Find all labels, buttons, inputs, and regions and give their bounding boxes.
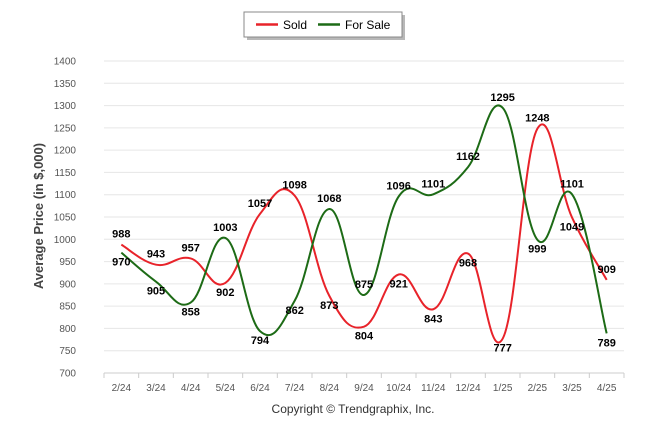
data-label: 804 [355, 331, 374, 343]
data-label: 873 [320, 300, 338, 312]
x-tick-label: 2/24 [112, 383, 132, 394]
data-label: 777 [493, 343, 511, 355]
data-label: 1068 [317, 193, 341, 205]
legend: Sold For Sale [243, 11, 405, 40]
y-tick-label: 750 [59, 346, 76, 357]
y-tick-label: 1300 [54, 101, 77, 112]
data-label: 988 [112, 229, 130, 241]
data-label: 902 [216, 287, 234, 299]
x-axis-ticks: 2/24 3/24 4/24 5/24 6/24 7/24 8/24 9/24 10/24 11/… [103, 373, 625, 394]
y-tick-label: 700 [59, 369, 76, 380]
data-labels: 988 943 957 902 1057 1098 873 804 921 843 968 777 12… [112, 92, 616, 355]
data-label: 1101 [421, 178, 445, 190]
y-tick-label: 800 [59, 324, 76, 335]
x-tick-label: 11/24 [421, 383, 446, 394]
data-label: 1162 [456, 151, 480, 163]
y-tick-label: 1100 [54, 190, 76, 201]
data-label: 1049 [560, 221, 584, 233]
y-axis-ticks: 700 750 800 850 900 950 1000 1050 1100 1150 1200 12… [54, 57, 77, 380]
x-tick-label: 12/24 [455, 383, 480, 394]
x-tick-label: 3/25 [562, 383, 582, 394]
y-tick-label: 1400 [54, 57, 77, 68]
y-tick-label: 1050 [54, 213, 77, 224]
y-tick-label: 1200 [54, 146, 77, 157]
y-tick-label: 1350 [54, 79, 77, 90]
data-label: 1057 [248, 198, 272, 210]
x-tick-label: 10/24 [386, 383, 411, 394]
y-tick-label: 1150 [54, 168, 76, 179]
y-tick-label: 950 [59, 257, 76, 268]
x-tick-label: 7/24 [285, 383, 305, 394]
data-label: 905 [147, 286, 165, 298]
data-label: 789 [597, 337, 615, 349]
data-label: 909 [597, 264, 615, 276]
y-tick-label: 1000 [54, 235, 77, 246]
y-tick-label: 850 [59, 302, 76, 313]
x-tick-label: 4/24 [181, 383, 201, 394]
data-label: 875 [355, 279, 373, 291]
data-label: 1096 [386, 180, 410, 192]
x-tick-label: 5/24 [216, 383, 236, 394]
x-tick-label: 6/24 [250, 383, 270, 394]
data-label: 970 [112, 257, 130, 269]
y-tick-label: 900 [59, 279, 76, 290]
data-label: 1098 [282, 180, 306, 192]
copyright-footer: Copyright © Trendgraphix, Inc. [272, 402, 435, 416]
data-label: 1295 [490, 92, 514, 104]
y-tick-label: 1250 [54, 123, 77, 134]
data-label: 921 [389, 278, 407, 290]
data-label: 843 [424, 313, 442, 325]
series-line-sold [120, 123, 608, 344]
x-tick-label: 1/25 [493, 383, 513, 394]
data-label: 1101 [560, 178, 584, 190]
data-label: 968 [459, 258, 477, 270]
data-label: 999 [528, 244, 546, 256]
data-label: 858 [181, 307, 199, 319]
series-line-for-sale [120, 104, 608, 337]
series-lines [120, 104, 608, 344]
x-tick-label: 3/24 [146, 383, 166, 394]
legend-label-sold: Sold [283, 18, 307, 32]
data-label: 794 [251, 335, 270, 347]
data-label: 1248 [525, 113, 549, 125]
grid-lines [104, 60, 624, 374]
legend-label-for-sale: For Sale [345, 18, 391, 32]
data-label: 943 [147, 249, 165, 261]
y-axis-label: Average Price (in $,000) [31, 143, 46, 289]
x-tick-label: 2/25 [528, 383, 548, 394]
data-label: 957 [181, 242, 199, 254]
x-tick-label: 8/24 [320, 383, 340, 394]
data-label: 862 [285, 305, 303, 317]
data-label: 1003 [213, 222, 237, 234]
x-tick-label: 4/25 [597, 383, 617, 394]
x-tick-label: 9/24 [354, 383, 374, 394]
